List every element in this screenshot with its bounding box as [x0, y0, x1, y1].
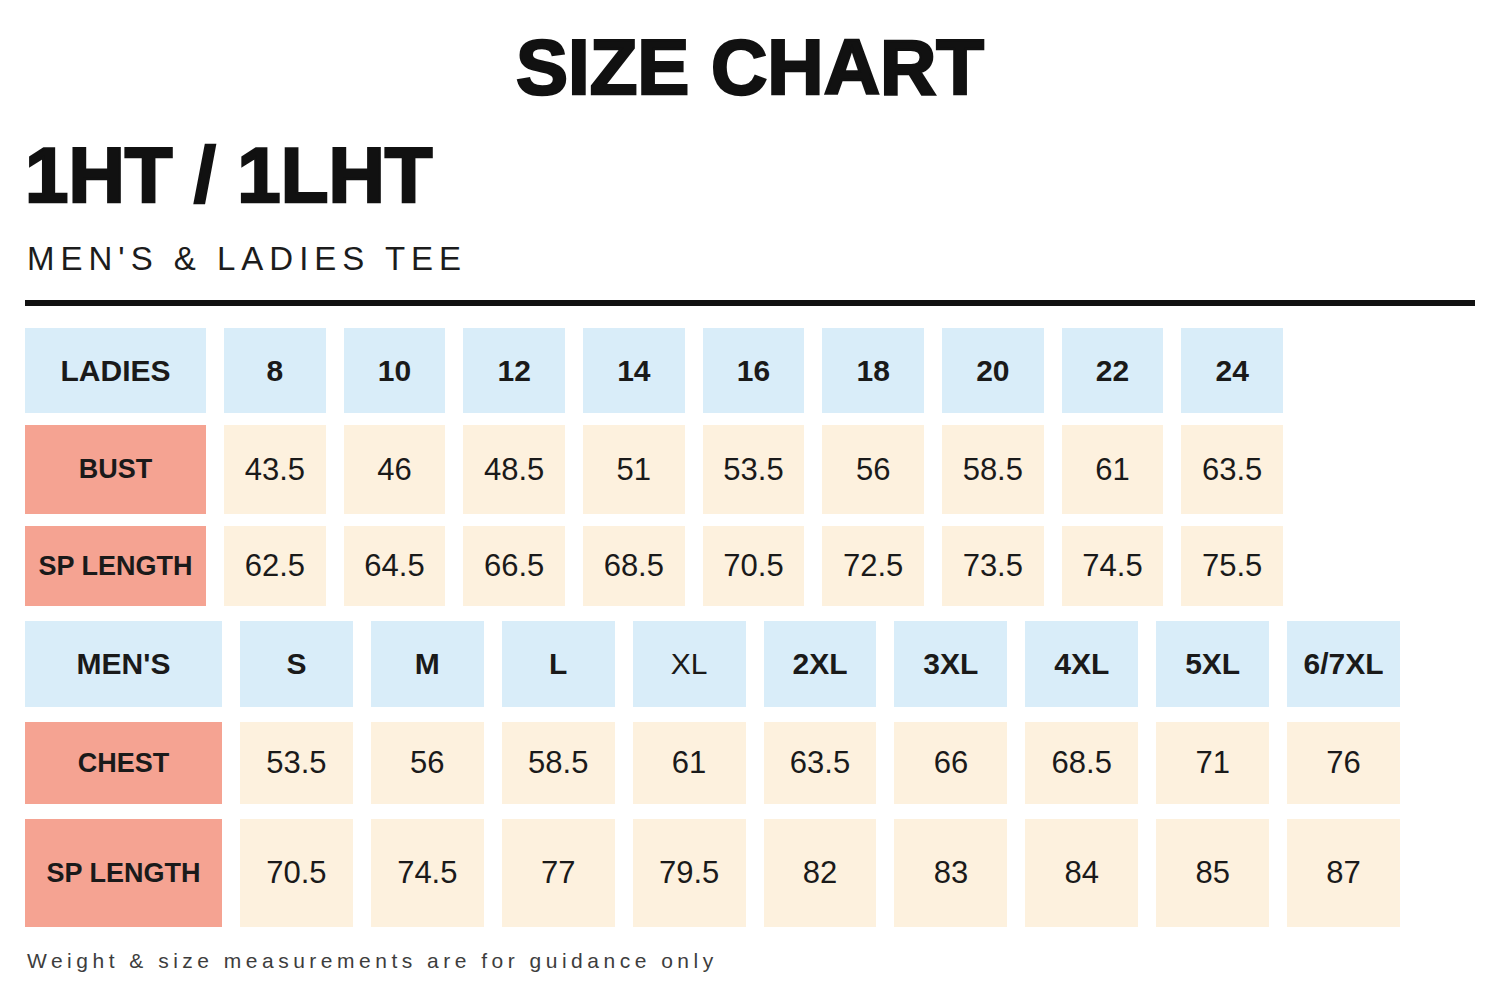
mens-splength-value-4: 82 — [764, 819, 877, 927]
mens-size-col-7: 5XL — [1156, 621, 1269, 707]
guidance-footnote: Weight & size measurements are for guida… — [27, 949, 1500, 973]
mens-chest-value-0: 53.5 — [240, 722, 353, 804]
mens-chest-value-7: 71 — [1156, 722, 1269, 804]
page-title: SIZE CHART — [0, 28, 1500, 106]
mens-chest-value-4: 63.5 — [764, 722, 877, 804]
ladies-header-label: LADIES — [25, 328, 206, 413]
ladies-bust-value-1: 46 — [344, 425, 446, 514]
mens-splength-value-8: 87 — [1287, 819, 1400, 927]
ladies-size-col-2: 12 — [463, 328, 565, 413]
mens-chest-row-label: CHEST — [25, 722, 222, 804]
divider-rule — [25, 300, 1475, 306]
mens-chest-value-5: 66 — [894, 722, 1007, 804]
ladies-splength-value-4: 70.5 — [703, 526, 805, 606]
ladies-splength-value-7: 74.5 — [1062, 526, 1164, 606]
ladies-bust-value-3: 51 — [583, 425, 685, 514]
ladies-splength-value-2: 66.5 — [463, 526, 565, 606]
ladies-splength-value-8: 75.5 — [1181, 526, 1283, 606]
ladies-splength-value-5: 72.5 — [822, 526, 924, 606]
product-code-heading: 1HT / 1LHT — [25, 136, 1500, 214]
mens-size-col-1: M — [371, 621, 484, 707]
ladies-bust-value-4: 53.5 — [703, 425, 805, 514]
mens-chest-value-8: 76 — [1287, 722, 1400, 804]
mens-size-table: MEN'S S M L XL 2XL 3XL 4XL 5XL 6/7XL CHE… — [25, 621, 1400, 927]
ladies-size-col-0: 8 — [224, 328, 326, 413]
mens-splength-value-1: 74.5 — [371, 819, 484, 927]
ladies-size-col-4: 16 — [703, 328, 805, 413]
mens-chest-value-3: 61 — [633, 722, 746, 804]
mens-splength-value-3: 79.5 — [633, 819, 746, 927]
ladies-bust-row-label: BUST — [25, 425, 206, 514]
mens-splength-value-0: 70.5 — [240, 819, 353, 927]
ladies-size-col-6: 20 — [942, 328, 1044, 413]
product-subtitle: MEN'S & LADIES TEE — [27, 240, 1500, 278]
mens-chest-value-1: 56 — [371, 722, 484, 804]
size-chart-page: SIZE CHART 1HT / 1LHT MEN'S & LADIES TEE… — [0, 28, 1500, 1000]
ladies-bust-value-8: 63.5 — [1181, 425, 1283, 514]
ladies-size-col-3: 14 — [583, 328, 685, 413]
mens-size-col-2: L — [502, 621, 615, 707]
ladies-splength-value-3: 68.5 — [583, 526, 685, 606]
mens-size-col-6: 4XL — [1025, 621, 1138, 707]
mens-splength-value-7: 85 — [1156, 819, 1269, 927]
mens-splength-value-5: 83 — [894, 819, 1007, 927]
ladies-bust-value-5: 56 — [822, 425, 924, 514]
ladies-splength-value-6: 73.5 — [942, 526, 1044, 606]
ladies-size-table: LADIES 8 10 12 14 16 18 20 22 24 BUST 43… — [25, 328, 1283, 606]
mens-splength-value-2: 77 — [502, 819, 615, 927]
ladies-splength-value-0: 62.5 — [224, 526, 326, 606]
mens-size-col-3: XL — [633, 621, 746, 707]
ladies-bust-value-7: 61 — [1062, 425, 1164, 514]
ladies-size-col-5: 18 — [822, 328, 924, 413]
ladies-size-col-7: 22 — [1062, 328, 1164, 413]
mens-header-label: MEN'S — [25, 621, 222, 707]
ladies-bust-value-6: 58.5 — [942, 425, 1044, 514]
ladies-splength-value-1: 64.5 — [344, 526, 446, 606]
mens-chest-value-2: 58.5 — [502, 722, 615, 804]
mens-size-col-8: 6/7XL — [1287, 621, 1400, 707]
mens-splength-value-6: 84 — [1025, 819, 1138, 927]
ladies-size-col-1: 10 — [344, 328, 446, 413]
mens-splength-row-label: SP LENGTH — [25, 819, 222, 927]
ladies-size-col-8: 24 — [1181, 328, 1283, 413]
mens-chest-value-6: 68.5 — [1025, 722, 1138, 804]
ladies-bust-value-2: 48.5 — [463, 425, 565, 514]
mens-size-col-0: S — [240, 621, 353, 707]
mens-size-col-4: 2XL — [764, 621, 877, 707]
ladies-bust-value-0: 43.5 — [224, 425, 326, 514]
ladies-splength-row-label: SP LENGTH — [25, 526, 206, 606]
mens-size-col-5: 3XL — [894, 621, 1007, 707]
